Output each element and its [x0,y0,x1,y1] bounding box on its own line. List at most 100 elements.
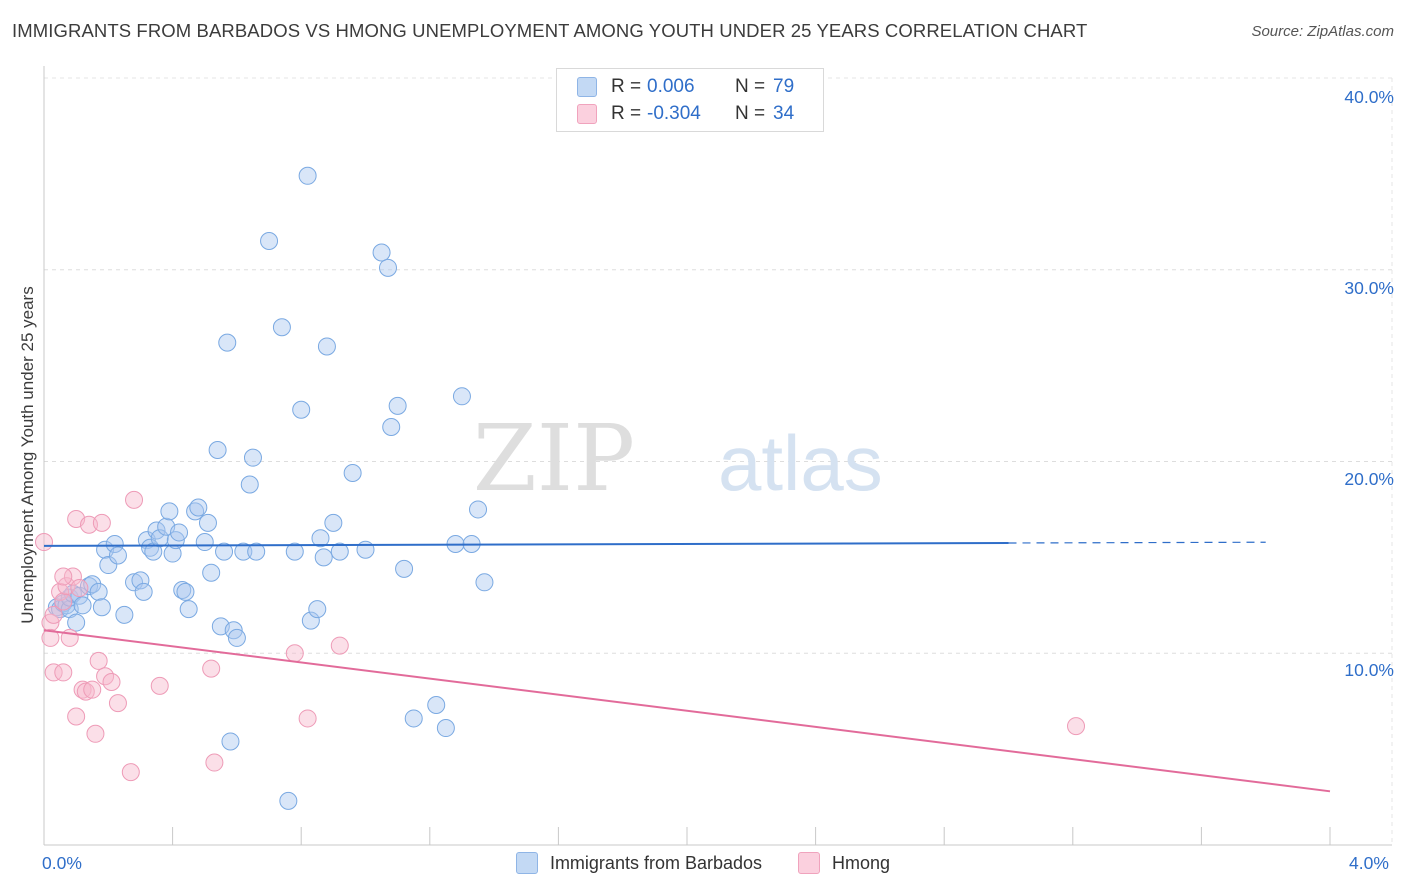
point-barbados [189,498,208,517]
point-hmong [44,663,63,682]
point-hmong [92,513,111,532]
point-barbados [195,533,214,552]
trend-line-barbados-extension [1008,541,1266,544]
legend-swatch-hmong [577,104,597,124]
legend-n-value: 34 [773,103,795,124]
point-barbados [272,318,291,337]
point-barbados [356,540,375,559]
axes [43,66,1392,846]
legend-r-value: 0.006 [647,76,695,97]
point-barbados [279,791,298,810]
point-hmong [125,490,144,509]
watermark-zip: ZIP [473,405,635,512]
point-barbados [89,582,108,601]
point-barbados [388,396,407,415]
y-tick-label-40: 40.0% [1344,87,1394,107]
point-barbados [298,166,317,185]
legend-item-hmong: Hmong [798,852,890,874]
point-hmong [150,676,169,695]
legend-n-value: 79 [773,76,795,97]
x-tick-label-max: 4.0% [1349,853,1389,873]
point-barbados [301,611,320,630]
point-barbados [131,571,150,590]
source-label: Source: ZipAtlas.com [1251,23,1394,40]
x-tick-label-min: 0.0% [42,853,82,873]
point-barbados [73,596,92,615]
point-barbados [150,529,169,548]
point-barbados [108,546,127,565]
point-barbados [179,600,198,619]
point-barbados [395,559,414,578]
point-barbados [170,523,189,542]
point-barbados [176,582,195,601]
point-barbados [67,613,86,632]
point-barbados [160,502,179,521]
point-barbados [125,573,144,592]
point-hmong [54,592,73,611]
point-barbados [215,542,234,561]
point-barbados [317,337,336,356]
data-points [35,166,1086,810]
legend-swatch-barbados [515,852,538,874]
point-hmong [41,628,60,647]
point-barbados [173,580,192,599]
legend-item-barbados: Immigrants from Barbados [515,852,763,874]
point-barbados [105,534,124,553]
point-barbados [260,231,279,250]
point-barbados [372,243,391,262]
point-hmong [89,651,108,670]
point-hmong [121,763,140,782]
point-barbados [452,387,471,406]
legend-row-barbados: R = 0.006 N = 79 [577,73,794,101]
point-hmong [108,694,127,713]
legend-label-barbados: Immigrants from Barbados [549,852,763,873]
point-hmong [285,644,304,663]
point-barbados [343,464,362,483]
point-hmong [205,753,224,772]
point-barbados [218,333,237,352]
watermark: ZIP atlas [473,405,883,512]
point-barbados [208,440,227,459]
legend-label-hmong: Hmong [832,852,891,873]
point-barbados [99,556,118,575]
y-tick-label-10: 10.0% [1344,660,1394,680]
point-barbados [292,400,311,419]
point-barbados [115,605,134,624]
legend-n-label: N = [735,103,766,124]
point-barbados [92,598,111,617]
trend-lines [43,541,1331,793]
watermark-atlas: atlas [718,419,883,507]
y-tick-label-30: 30.0% [1344,278,1394,298]
point-hmong [44,605,63,624]
point-hmong [54,567,73,586]
point-barbados [240,475,259,494]
legend-swatch-hmong [798,852,821,874]
correlation-legend: R = 0.006 N = 79 R = -0.304 N = 34 [556,68,824,132]
point-hmong [298,709,317,728]
y-tick-label-20: 20.0% [1344,469,1394,489]
point-barbados [198,513,217,532]
legend-n-label: N = [735,76,766,97]
series-legend: Immigrants from Barbados Hmong [0,852,1406,874]
point-barbados [436,719,455,738]
point-barbados [469,500,488,519]
point-barbados [379,258,398,277]
point-barbados [404,709,423,728]
chart-title: IMMIGRANTS FROM BARBADOS VS HMONG UNEMPL… [12,20,1088,41]
point-hmong [76,682,95,701]
point-hmong [67,707,86,726]
legend-swatch-barbados [577,77,597,97]
point-barbados [330,542,349,561]
point-hmong [70,579,89,598]
point-barbados [234,542,253,561]
point-barbados [227,628,246,647]
point-barbados [247,542,266,561]
trend-line-hmong [43,629,1331,793]
point-barbados [285,542,304,561]
point-barbados [427,696,446,715]
point-hmong [86,724,105,743]
point-hmong [83,680,102,699]
legend-r-value: -0.304 [647,103,701,124]
point-barbados [382,417,401,436]
